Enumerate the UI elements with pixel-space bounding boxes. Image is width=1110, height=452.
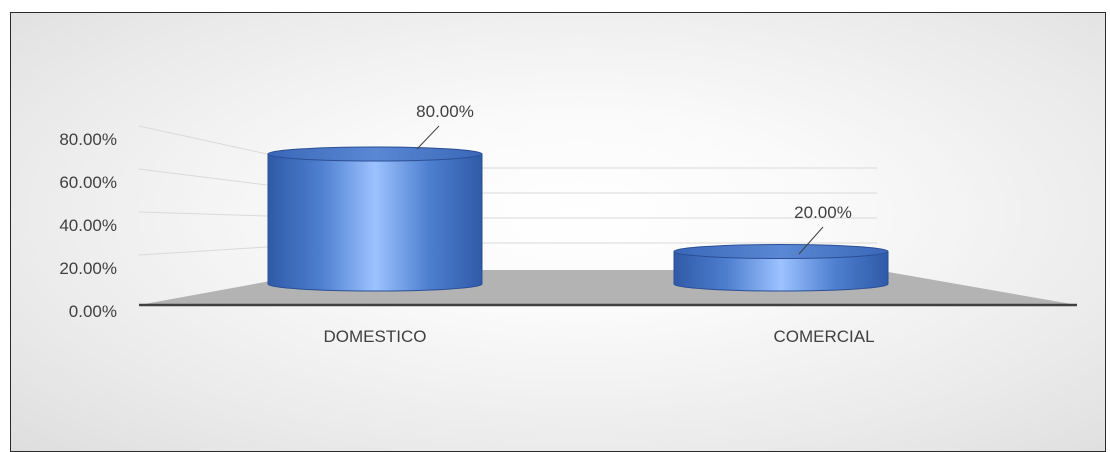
bar-domestico [267, 146, 483, 292]
data-label-leader [416, 125, 440, 150]
bar-top [673, 244, 889, 259]
y-tick-label: 60.00% [59, 173, 117, 192]
x-category-label: DOMESTICO [324, 327, 427, 346]
y-tick-label: 80.00% [59, 130, 117, 149]
chart-area: 0.00% 20.00% 40.00% 60.00% 80.00% DOMESTICO C… [10, 12, 1106, 452]
bar-comercial [673, 244, 889, 292]
data-label: 80.00% [416, 102, 474, 121]
bar-body [267, 153, 483, 292]
cylinder-bar-chart: 0.00% 20.00% 40.00% 60.00% 80.00% DOMESTICO C… [59, 102, 1077, 346]
x-category-label: COMERCIAL [773, 327, 874, 346]
y-tick-label: 20.00% [59, 259, 117, 278]
data-label-leader [798, 226, 824, 255]
bar-top [267, 146, 483, 162]
bar-body [673, 251, 889, 292]
data-label: 20.00% [794, 203, 852, 222]
y-tick-label: 0.00% [69, 302, 117, 321]
y-tick-label: 40.00% [59, 216, 117, 235]
